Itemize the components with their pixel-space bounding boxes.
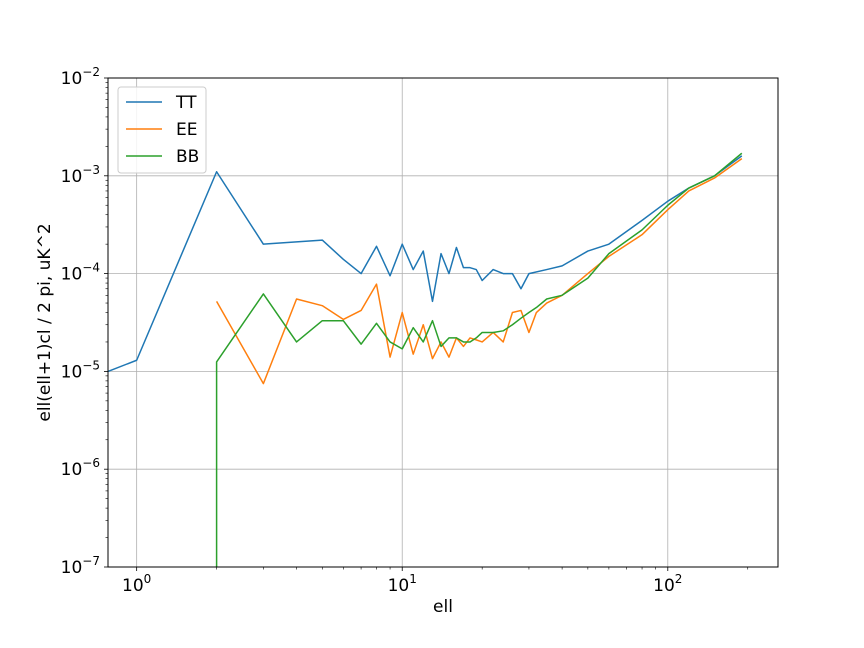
y-axis-label: ell(ell+1)cl / 2 pi, uK^2 [35,223,55,421]
y-tick-label: 10−2 [61,65,100,89]
ticks: 100 101 102 10−7 10−6 10−5 10−4 10−3 10−2 [61,65,749,596]
legend-label-ee: EE [176,120,197,140]
x-tick-label: 100 [122,572,151,596]
plot-frame [107,77,779,568]
series-layer [107,152,743,567]
y-tick-label: 10−3 [61,163,100,187]
y-tick-label: 10−4 [61,261,100,285]
x-axis-label: ell [433,597,453,617]
plot-area [108,78,778,567]
y-tick-label: 10−5 [61,358,100,382]
y-tick-label: 10−7 [61,554,100,578]
legend: TT EE BB [117,86,207,174]
series-line-bb [215,152,743,567]
series-line-tt [107,155,743,373]
x-tick-label: 102 [653,572,682,596]
y-tick-label: 10−6 [61,456,100,480]
legend-label-bb: BB [176,147,199,167]
legend-box [117,86,207,174]
x-tick-label: 101 [388,572,417,596]
legend-label-tt: TT [175,93,197,113]
